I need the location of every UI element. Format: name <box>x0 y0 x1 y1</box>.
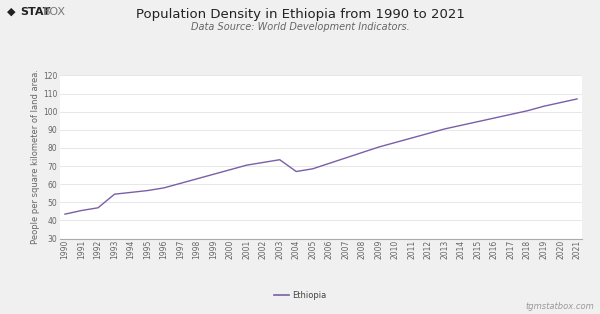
Text: tgmstatbox.com: tgmstatbox.com <box>525 302 594 311</box>
Y-axis label: People per square kilometer of land area.: People per square kilometer of land area… <box>31 69 40 245</box>
Legend: Ethiopia: Ethiopia <box>271 288 329 304</box>
Text: BOX: BOX <box>43 7 66 17</box>
Text: Population Density in Ethiopia from 1990 to 2021: Population Density in Ethiopia from 1990… <box>136 8 464 21</box>
Text: Data Source: World Development Indicators.: Data Source: World Development Indicator… <box>191 22 409 32</box>
Text: STAT: STAT <box>20 7 50 17</box>
Text: ◆: ◆ <box>7 7 16 17</box>
